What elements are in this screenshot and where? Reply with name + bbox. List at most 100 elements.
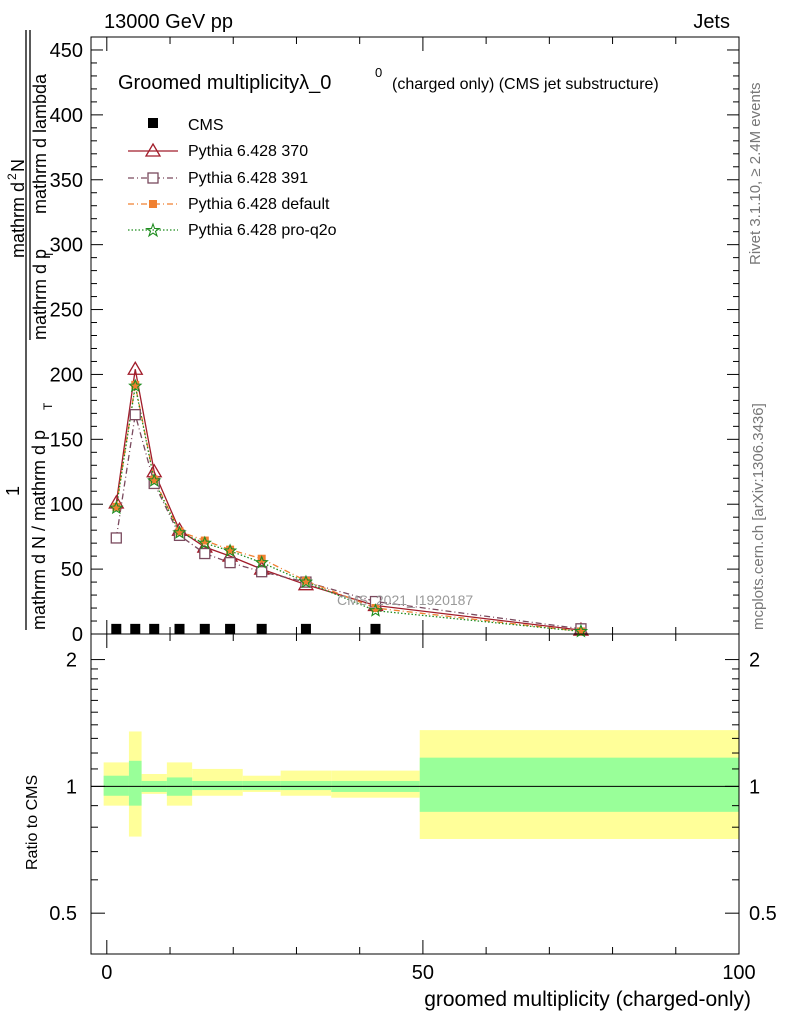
ylabel-frac2-num: mathrm d <box>8 182 28 258</box>
point-pq2o <box>368 603 383 617</box>
main-y-tick-label: 100 <box>50 494 83 516</box>
main-y-tick-label: 450 <box>50 40 83 62</box>
point-pdefault <box>226 545 235 554</box>
legend-item-default: Pythia 6.428 default <box>128 196 330 213</box>
legend-marker-370 <box>144 142 162 157</box>
point-cms <box>111 623 122 634</box>
main-series-markers <box>108 360 590 638</box>
title-superscript: 0 <box>375 65 382 80</box>
main-y-tick-label: 50 <box>61 559 83 581</box>
point-pq2o <box>109 500 124 515</box>
point-pq2o <box>172 525 187 539</box>
main-series-lines <box>115 369 582 633</box>
main-panel: 0 50 100 150 200 250 300 350 400 450 CMS_2021_I19… <box>3 30 740 646</box>
x-tick-label: 100 <box>722 962 755 984</box>
legend-item-q2o: Pythia 6.428 pro-q2o <box>128 222 337 239</box>
x-axis-label: groomed multiplicity (charged-only) <box>424 988 751 1011</box>
ylabel-frac2-den-rest: mathrm d lambda <box>30 73 50 214</box>
legend-marker-default <box>149 200 157 208</box>
mcplots-label: mcplots.cern.ch [arXiv:1306.3436] <box>750 403 767 630</box>
main-y-axis-label: 1 mathrm d N / mathrm d p T mathrm d 2 N… <box>3 30 56 630</box>
point-pdefault <box>131 380 140 389</box>
legend-item-370: Pythia 6.428 370 <box>128 142 308 160</box>
ylabel-frac2-num-sup: 2 <box>5 173 19 180</box>
series-line-p391 <box>115 414 582 630</box>
point-p391 <box>110 532 122 544</box>
point-pdefault <box>175 527 184 536</box>
ratio-panel: 0.5 0.5 1 1 2 2 0 50 100 Ratio to CMS groomed mu… <box>24 633 777 1011</box>
ratio-y-tick-label-right: 1 <box>749 776 760 798</box>
main-y-tick-label: 400 <box>50 105 83 127</box>
point-cms <box>370 623 381 634</box>
x-tick-label: 50 <box>412 962 434 984</box>
ratio-y-tick-label-right: 2 <box>749 650 760 672</box>
legend-label-default: Pythia 6.428 default <box>188 196 330 213</box>
ylabel-frac1-den: mathrm d N / mathrm d p <box>29 430 49 630</box>
point-pq2o <box>128 378 143 393</box>
point-p391 <box>129 409 141 421</box>
point-pq2o <box>298 574 314 589</box>
point-pdefault <box>257 554 266 563</box>
x-tick-label: 0 <box>101 962 112 984</box>
ylabel-frac2-den-sub: T <box>42 250 56 258</box>
plot-title: Groomed multiplicityλ_0 0 (charged only)… <box>118 65 659 94</box>
ylabel-frac2-num-rest: N <box>8 159 28 172</box>
title-main: Groomed multiplicityλ_0 <box>118 72 331 94</box>
series-line-pq2o <box>115 385 582 633</box>
point-pdefault <box>371 604 380 613</box>
ratio-y-tick-label-right: 0.5 <box>749 903 777 925</box>
main-axis-ticks: 0 50 100 150 200 250 300 350 400 450 <box>50 36 740 646</box>
ratio-band-inner <box>242 780 281 791</box>
point-pq2o <box>254 555 269 569</box>
legend-item-391: Pythia 6.428 391 <box>128 170 308 187</box>
main-y-tick-label: 250 <box>50 300 83 322</box>
point-cms <box>225 623 236 634</box>
main-y-tick-label: 350 <box>50 170 83 192</box>
series-line-p370 <box>115 369 582 631</box>
header-right: Jets <box>693 11 730 33</box>
legend-item-cms: CMS <box>148 117 224 134</box>
ratio-y-tick-label: 1 <box>66 776 77 798</box>
point-pdefault <box>112 502 121 511</box>
point-cms <box>256 623 267 634</box>
point-cms <box>149 623 160 634</box>
legend: CMS Pythia 6.428 370 Pythia 6.428 391 Py… <box>128 117 337 239</box>
point-cms <box>300 623 311 634</box>
point-p391 <box>256 566 268 578</box>
ratio-y-tick-label: 2 <box>66 650 77 672</box>
point-pq2o <box>197 535 212 550</box>
point-pdefault <box>576 627 585 636</box>
point-pq2o <box>222 543 238 558</box>
rivet-version-label: Rivet 3.1.10, ≥ 2.4M events <box>747 83 764 266</box>
point-cms <box>130 623 141 634</box>
point-cms <box>174 623 185 634</box>
main-y-tick-label: 300 <box>50 235 83 257</box>
point-pq2o <box>147 473 162 487</box>
ratio-band-inner <box>103 775 129 796</box>
ratio-band-inner <box>280 780 332 791</box>
ratio-y-axis-label: Ratio to CMS <box>24 775 41 870</box>
point-cms <box>199 623 210 634</box>
ylabel-frac2-den: mathrm d p <box>30 249 50 340</box>
ratio-band-inner <box>128 760 142 806</box>
legend-marker-cms <box>148 118 158 128</box>
ylabel-frac1-num: 1 <box>3 486 23 496</box>
main-y-tick-label: 0 <box>72 624 83 646</box>
ratio-axis-ticks: 0.5 0.5 1 1 2 2 0 50 100 <box>49 634 777 984</box>
ratio-frame <box>90 633 740 955</box>
header-left: 13000 GeV pp <box>104 11 233 33</box>
legend-label-q2o: Pythia 6.428 pro-q2o <box>188 222 337 239</box>
point-p391 <box>224 556 236 569</box>
legend-marker-391 <box>147 172 159 184</box>
ratio-bands <box>103 730 739 840</box>
legend-label-391: Pythia 6.428 391 <box>188 170 308 187</box>
point-pdefault <box>301 576 310 585</box>
ratio-y-tick-label: 0.5 <box>49 903 77 925</box>
legend-marker-q2o <box>145 222 161 238</box>
ylabel-frac1-den-sub: T <box>41 402 55 410</box>
title-suffix: (charged only) (CMS jet substructure) <box>392 76 659 93</box>
watermark: CMS_2021_I1920187 <box>337 592 473 608</box>
ratio-band-inner <box>192 780 243 791</box>
main-y-tick-label: 200 <box>50 364 83 386</box>
